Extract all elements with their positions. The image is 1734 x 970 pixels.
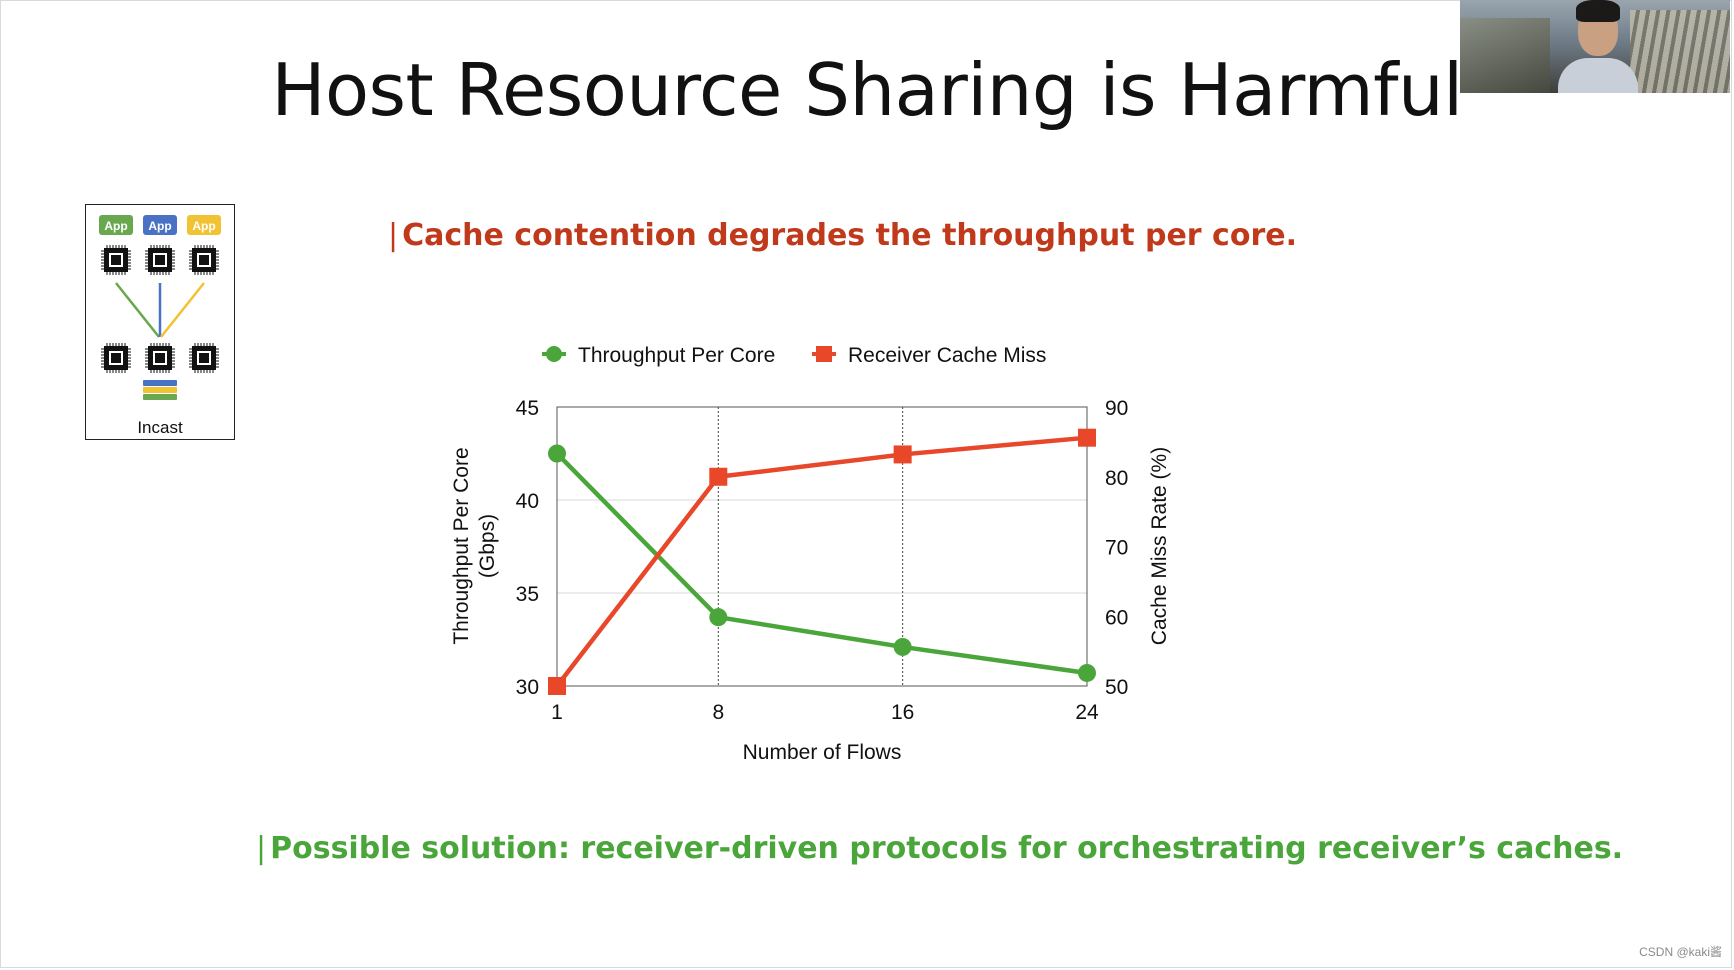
- presenter-shirt: [1558, 58, 1638, 93]
- app-box: [187, 215, 221, 235]
- throughput-per-core-point: [893, 637, 912, 656]
- app-box: [143, 215, 177, 235]
- legend-marker-throughput-per-core: [546, 346, 562, 362]
- app-label: App: [104, 219, 127, 233]
- throughput-per-core-point: [709, 608, 728, 627]
- legend-label-receiver-cache-miss: Receiver Cache Miss: [848, 344, 1046, 367]
- app3-flow-line: [160, 282, 205, 338]
- right-axis-tick-label: 50: [1105, 676, 1128, 699]
- cpu-chip-icon: [189, 245, 219, 275]
- app-box: [99, 215, 133, 235]
- x-axis-tick-label: 16: [891, 701, 914, 724]
- receiver-cache-miss-point: [1078, 428, 1096, 447]
- receiver-cache-miss-point: [548, 677, 566, 695]
- x-axis-tick-label: 8: [712, 701, 724, 724]
- stack-block-blue: [143, 380, 177, 386]
- throughput-per-core-point: [1078, 663, 1096, 682]
- incast-diagram-svg: App App App: [99, 215, 221, 400]
- throughput-per-core-point: [548, 444, 566, 463]
- left-axis-title-line2: (Gbps): [476, 514, 499, 578]
- receiver-cache-miss-line: [555, 435, 1088, 688]
- chip-core: [111, 353, 121, 363]
- incast-diagram: App App App Incast: [85, 204, 235, 440]
- bullet-bar: |: [256, 831, 267, 866]
- cpu-chip-icon: [145, 343, 175, 373]
- cpu-chip-icon: [101, 245, 131, 275]
- chip-core: [111, 255, 121, 265]
- x-axis-tick-label: 1: [551, 701, 563, 724]
- bullet-bar: |: [388, 218, 399, 253]
- left-axis-tick-label: 45: [516, 397, 539, 420]
- chip-core: [199, 353, 209, 363]
- left-axis-tick-label: 30: [516, 676, 539, 699]
- plot-frame: [556, 406, 1088, 687]
- left-axis-title-line1: Throughput Per Core: [450, 447, 473, 644]
- left-axis-tick-label: 35: [516, 583, 539, 606]
- right-axis-tick-label: 70: [1105, 537, 1128, 560]
- stack-block-green: [143, 394, 177, 400]
- receiver-cache-miss-point: [709, 467, 728, 486]
- cpu-chip-icon: [145, 245, 175, 275]
- receiver-cache-miss-point: [893, 445, 912, 464]
- incast-caption: Incast: [137, 418, 183, 437]
- cpu-chip-icon: [101, 343, 131, 373]
- chip-core: [155, 353, 165, 363]
- chip-core: [199, 255, 209, 265]
- app1-flow-line: [115, 282, 160, 338]
- app-label: App: [148, 219, 171, 233]
- right-axis-tick-label: 60: [1105, 606, 1128, 629]
- cache-contention-bullet: | Cache contention degrades the throughpu…: [388, 218, 1297, 253]
- right-axis-tick-label: 80: [1105, 467, 1128, 490]
- presenter-webcam-video: [1460, 0, 1730, 93]
- presenter-hair: [1576, 0, 1620, 22]
- legend-label-throughput-per-core: Throughput Per Core: [578, 344, 775, 367]
- webcam-background-right: [1630, 10, 1730, 93]
- stack-block-yellow: [143, 387, 177, 393]
- legend-marker-receiver-cache-miss: [816, 346, 832, 362]
- watermark: CSDN @kaki酱: [1639, 945, 1722, 959]
- bullet-text: Cache contention degrades the throughput…: [402, 218, 1297, 253]
- throughput-per-core-line: [555, 451, 1088, 676]
- chip-core: [155, 255, 165, 265]
- bullet-text: Possible solution: receiver-driven proto…: [270, 831, 1624, 866]
- x-axis-title: Number of Flows: [743, 741, 902, 764]
- webcam-background-left: [1460, 18, 1550, 93]
- left-axis-tick-label: 40: [516, 490, 539, 513]
- x-axis-tick-label: 24: [1075, 701, 1099, 724]
- cpu-chip-icon: [189, 343, 219, 373]
- slide-title: Host Resource Sharing is Harmful: [271, 48, 1463, 132]
- right-axis-tick-label: 90: [1105, 397, 1128, 420]
- right-axis-title: Cache Miss Rate (%): [1148, 447, 1171, 645]
- app-label: App: [192, 219, 215, 233]
- possible-solution-bullet: | Possible solution: receiver-driven prot…: [256, 831, 1623, 866]
